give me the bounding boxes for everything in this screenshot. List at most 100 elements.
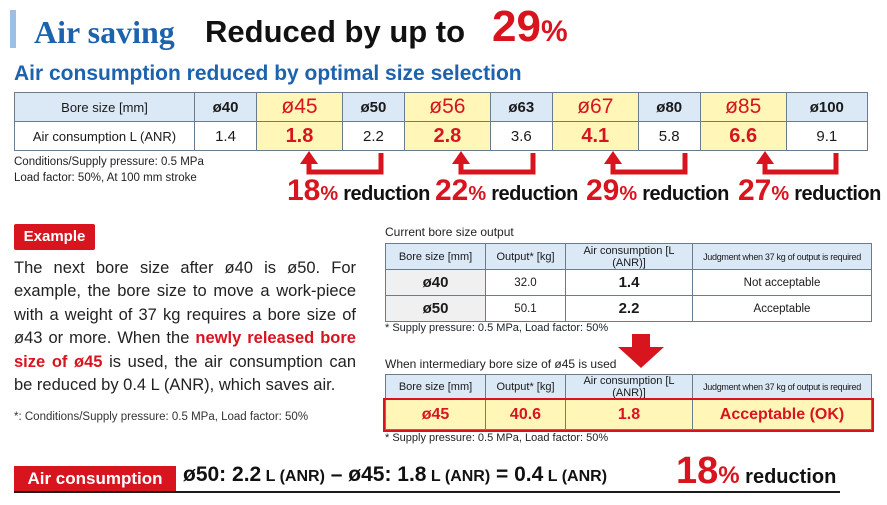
- air-consumption-row: Air consumption L (ANR) 1.4 1.8 2.2 2.8 …: [14, 121, 869, 151]
- conditions-line: Load factor: 50%, At 100 mm stroke: [14, 172, 197, 184]
- bore-size-label: Bore size [mm]: [14, 92, 195, 122]
- reduction-percent: %: [468, 183, 487, 205]
- bore-size-table: Bore size [mm] ø40 ø45 ø50 ø56 ø63 ø67 ø…: [14, 92, 869, 151]
- reduction-number: 29: [586, 174, 620, 207]
- reduction-word: reduction: [789, 183, 881, 205]
- air-cell: 1.8: [565, 399, 693, 430]
- air-value-cell: 1.4: [193, 121, 258, 151]
- bore-size-cell-highlight: ø45: [256, 92, 343, 122]
- intermediary-bore-table: Bore size [mm] Output* [kg] Air consumpt…: [385, 374, 872, 430]
- formula-reduction: 18% reduction: [676, 450, 836, 493]
- reduction-label-1: 18% reduction: [287, 174, 430, 208]
- formula-unit: L (ANR): [426, 468, 491, 485]
- formula-part: ø50: 2.2: [183, 463, 262, 486]
- air-value-cell: 9.1: [785, 121, 869, 151]
- headline-percent-unit: %: [540, 15, 568, 48]
- col-header: Output* [kg]: [485, 243, 566, 270]
- arrowhead-icon: [604, 151, 622, 164]
- reduction-arrow-27: [762, 153, 839, 175]
- headline-percent-number: 29: [492, 2, 541, 51]
- table-header-row: Bore size [mm] Output* [kg] Air consumpt…: [385, 374, 872, 400]
- bore-cell: ø45: [385, 399, 486, 430]
- intermediary-table-note: * Supply pressure: 0.5 MPa, Load factor:…: [385, 432, 609, 444]
- example-badge: Example: [14, 224, 95, 250]
- formula-part: – ø45: 1.8: [324, 463, 427, 486]
- bore-size-cell: ø80: [637, 92, 701, 122]
- bore-cell: ø40: [385, 269, 486, 296]
- col-header: Bore size [mm]: [385, 374, 486, 400]
- bore-size-cell: ø40: [193, 92, 258, 122]
- reduction-label-4: 27% reduction: [738, 174, 881, 208]
- bore-size-cell: ø100: [785, 92, 869, 122]
- output-cell: 32.0: [485, 269, 566, 296]
- bore-size-row: Bore size [mm] ø40 ø45 ø50 ø56 ø63 ø67 ø…: [14, 92, 869, 122]
- reduction-number: 22: [435, 174, 469, 207]
- reduction-word: reduction: [486, 183, 578, 205]
- reduction-arrow-22: [458, 153, 536, 175]
- formula-unit: L (ANR): [261, 468, 325, 485]
- air-consumption-label: Air consumption L (ANR): [14, 121, 195, 151]
- table-row: ø40 32.0 1.4 Not acceptable: [385, 269, 872, 296]
- col-header: Air consumption [L (ANR)]: [565, 243, 693, 270]
- reduction-percent: %: [619, 183, 638, 205]
- air-consumption-badge: Air consumption: [14, 466, 176, 492]
- air-value-cell: 3.6: [489, 121, 553, 151]
- bore-size-cell: ø63: [489, 92, 553, 122]
- formula-part: = 0.4: [490, 463, 544, 486]
- col-header: Output* [kg]: [485, 374, 566, 400]
- col-header: Judgment when 37 kg of output is require…: [692, 243, 872, 270]
- air-cell: 1.4: [565, 269, 693, 296]
- judgment-cell: Acceptable: [692, 295, 872, 322]
- col-header: Judgment when 37 kg of output is require…: [692, 374, 872, 400]
- reduction-percent: %: [320, 183, 339, 205]
- reduction-word: reduction: [637, 183, 729, 205]
- headline-percent: 29%: [492, 2, 568, 52]
- judgment-cell: Not acceptable: [692, 269, 872, 296]
- table-row: ø45 40.6 1.8 Acceptable (OK): [385, 399, 872, 430]
- reduction-number: 27: [738, 174, 772, 207]
- reduction-label-3: 29% reduction: [586, 174, 729, 208]
- arrowhead-icon: [452, 151, 470, 164]
- table-header-row: Bore size [mm] Output* [kg] Air consumpt…: [385, 243, 872, 270]
- reduction-arrows: [300, 151, 839, 175]
- reduction-word: reduction: [338, 183, 430, 205]
- section-title: Air consumption reduced by optimal size …: [14, 62, 522, 85]
- example-note: *: Conditions/Supply pressure: 0.5 MPa, …: [14, 411, 309, 423]
- intermediary-table-caption: When intermediary bore size of ø45 is us…: [385, 357, 617, 371]
- example-text-part: is used, the air consumption can be redu…: [14, 352, 356, 395]
- air-value-cell-highlight: 6.6: [699, 121, 787, 151]
- reduction-label-2: 22% reduction: [435, 174, 578, 208]
- current-table-note: * Supply pressure: 0.5 MPa, Load factor:…: [385, 322, 609, 334]
- bore-size-cell-highlight: ø67: [551, 92, 639, 122]
- conditions-note: Conditions/Supply pressure: 0.5 MPa Load…: [14, 154, 204, 186]
- air-value-cell: 2.2: [341, 121, 405, 151]
- bore-size-cell-highlight: ø85: [699, 92, 787, 122]
- page-subtitle: Reduced by up to: [205, 14, 466, 49]
- arrowhead-icon: [300, 151, 318, 164]
- air-cell: 2.2: [565, 295, 693, 322]
- judgment-cell: Acceptable (OK): [692, 399, 872, 430]
- current-table-caption: Current bore size output: [385, 225, 514, 239]
- formula-unit: L (ANR): [543, 468, 608, 485]
- down-arrow-icon: [618, 334, 664, 368]
- example-text: The next bore size after ø40 is ø50. For…: [14, 257, 356, 397]
- conditions-line: Conditions/Supply pressure: 0.5 MPa: [14, 156, 204, 168]
- bore-size-cell-highlight: ø56: [403, 92, 491, 122]
- header-accent-bar: [10, 10, 16, 48]
- reduction-arrow-18: [306, 153, 384, 175]
- page-title: Air saving: [34, 14, 175, 50]
- col-header: Air consumption [L (ANR)]: [565, 374, 693, 400]
- formula-reduction-percent: %: [718, 462, 740, 489]
- example-text-highlight: newly released bore size of ø45: [14, 329, 356, 371]
- air-value-cell-highlight: 1.8: [256, 121, 343, 151]
- current-bore-table: Bore size [mm] Output* [kg] Air consumpt…: [385, 243, 872, 322]
- arrowhead-icon: [756, 151, 774, 164]
- reduction-percent: %: [771, 183, 790, 205]
- formula-reduction-number: 18: [676, 450, 719, 492]
- example-text-part: The next bore size after ø40 is ø50. For…: [14, 259, 356, 348]
- bore-cell: ø50: [385, 295, 486, 322]
- air-value-cell: 5.8: [637, 121, 701, 151]
- reduction-number: 18: [287, 174, 321, 207]
- output-cell: 40.6: [485, 399, 566, 430]
- air-consumption-formula: ø50: 2.2 L (ANR) – ø45: 1.8 L (ANR) = 0.…: [183, 463, 607, 487]
